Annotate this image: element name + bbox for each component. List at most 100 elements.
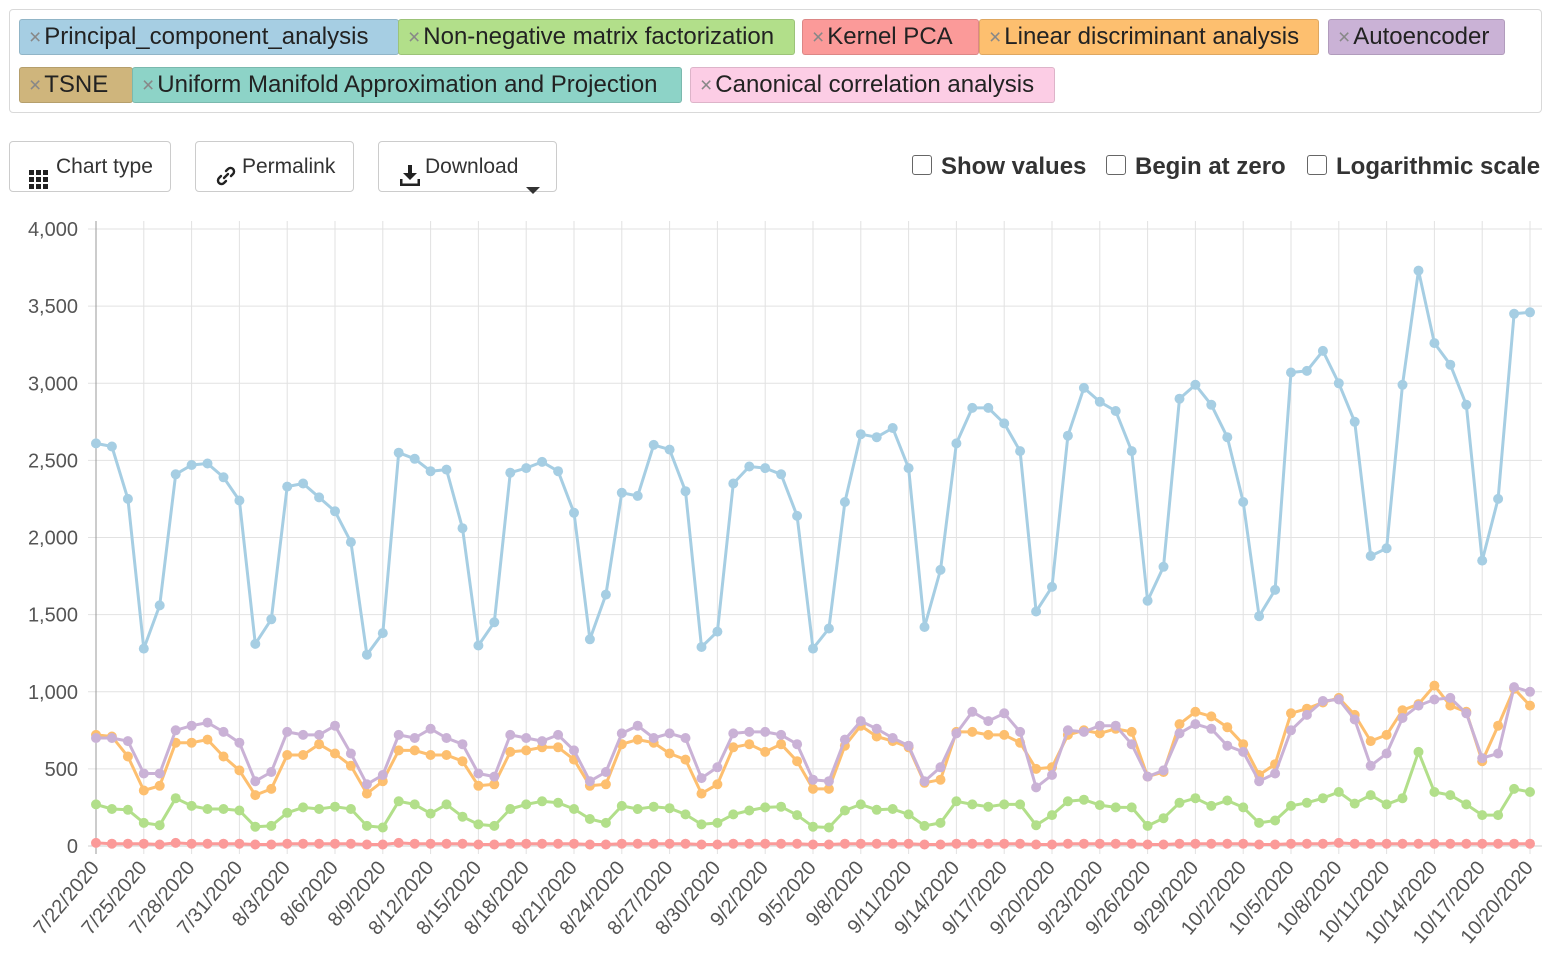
data-point — [1062, 430, 1073, 441]
data-point — [1126, 726, 1137, 737]
data-point — [760, 746, 771, 757]
remove-tag-icon[interactable]: × — [408, 26, 421, 49]
data-point — [218, 804, 229, 814]
data-point — [1174, 728, 1185, 739]
data-point — [489, 839, 500, 850]
data-point — [823, 776, 834, 787]
data-point — [202, 838, 213, 849]
show-values-checkbox[interactable] — [912, 155, 932, 175]
remove-tag-icon[interactable]: × — [29, 26, 42, 49]
data-point — [728, 838, 739, 849]
remove-tag-icon[interactable]: × — [700, 74, 713, 97]
data-point — [1381, 838, 1392, 849]
data-point — [170, 837, 181, 848]
data-point — [919, 776, 930, 787]
data-point — [1031, 839, 1042, 850]
data-point — [1174, 393, 1185, 404]
data-point — [680, 838, 691, 849]
data-point — [696, 642, 707, 652]
data-point — [680, 733, 691, 743]
data-point — [250, 638, 261, 649]
data-point — [1015, 726, 1026, 737]
data-point — [361, 839, 372, 850]
data-point — [457, 739, 468, 750]
data-point — [1397, 713, 1408, 723]
data-point — [361, 788, 372, 799]
data-point — [1509, 308, 1520, 319]
data-point — [393, 837, 404, 848]
data-point — [409, 838, 420, 849]
data-point — [521, 733, 532, 743]
data-point — [314, 492, 325, 503]
data-point — [1078, 382, 1089, 393]
data-point — [1349, 838, 1360, 849]
data-point — [138, 785, 149, 796]
permalink-button[interactable]: Permalink — [195, 141, 354, 192]
data-point — [298, 729, 309, 740]
data-point — [1238, 739, 1249, 750]
data-point — [983, 716, 994, 727]
data-point — [760, 726, 771, 737]
data-point — [441, 838, 452, 849]
remove-tag-icon[interactable]: × — [1338, 26, 1351, 49]
data-point — [1509, 838, 1520, 849]
data-point — [1062, 838, 1073, 849]
data-point — [91, 837, 101, 848]
data-point — [553, 797, 564, 808]
data-point — [154, 839, 165, 850]
data-point — [903, 809, 914, 820]
data-point — [1094, 720, 1105, 731]
log-scale-toggle[interactable]: Logarithmic scale — [1307, 153, 1540, 181]
data-point — [473, 819, 484, 830]
data-point — [1397, 379, 1408, 390]
remove-tag-icon[interactable]: × — [989, 26, 1002, 49]
begin-at-zero-checkbox[interactable] — [1106, 155, 1126, 175]
data-point — [330, 748, 340, 759]
data-point — [808, 821, 818, 832]
data-point — [935, 774, 946, 785]
log-scale-checkbox[interactable] — [1307, 155, 1327, 175]
show-values-toggle[interactable]: Show values — [912, 153, 1086, 181]
remove-tag-icon[interactable]: × — [29, 74, 42, 97]
data-point — [1509, 682, 1520, 693]
caret-down-icon — [526, 164, 540, 213]
data-point — [1254, 776, 1265, 787]
data-point — [808, 783, 818, 794]
data-point — [1015, 446, 1026, 457]
data-point — [1222, 740, 1233, 751]
data-point — [967, 799, 978, 810]
data-point — [106, 733, 117, 743]
remove-tag-icon[interactable]: × — [812, 26, 825, 49]
data-point — [1222, 432, 1233, 443]
data-point — [1317, 696, 1328, 706]
data-point — [345, 748, 356, 759]
data-point — [680, 754, 691, 765]
data-point — [505, 746, 516, 757]
data-point — [138, 768, 149, 779]
data-point — [1158, 839, 1169, 850]
download-button[interactable]: Download — [378, 141, 557, 194]
data-point — [1254, 817, 1265, 828]
data-point — [1461, 838, 1472, 849]
chart-type-button[interactable]: Chart type — [9, 141, 171, 192]
data-point — [553, 466, 564, 477]
data-point — [1094, 728, 1105, 739]
series-tag-label: Principal_component_analysis — [44, 23, 369, 50]
data-point — [1142, 595, 1153, 606]
begin-at-zero-toggle[interactable]: Begin at zero — [1106, 153, 1286, 181]
data-point — [712, 626, 723, 637]
data-point — [1110, 406, 1121, 416]
data-point — [584, 634, 595, 645]
remove-tag-icon[interactable]: × — [142, 74, 155, 97]
data-point — [1270, 768, 1281, 779]
data-point — [234, 495, 245, 506]
data-point — [1413, 746, 1424, 757]
data-point — [1429, 338, 1440, 349]
data-point — [345, 760, 356, 771]
data-point — [648, 838, 659, 849]
data-point — [425, 466, 436, 477]
data-point — [170, 469, 181, 480]
data-point — [839, 497, 850, 507]
data-point — [1301, 709, 1312, 720]
data-point — [314, 739, 325, 750]
